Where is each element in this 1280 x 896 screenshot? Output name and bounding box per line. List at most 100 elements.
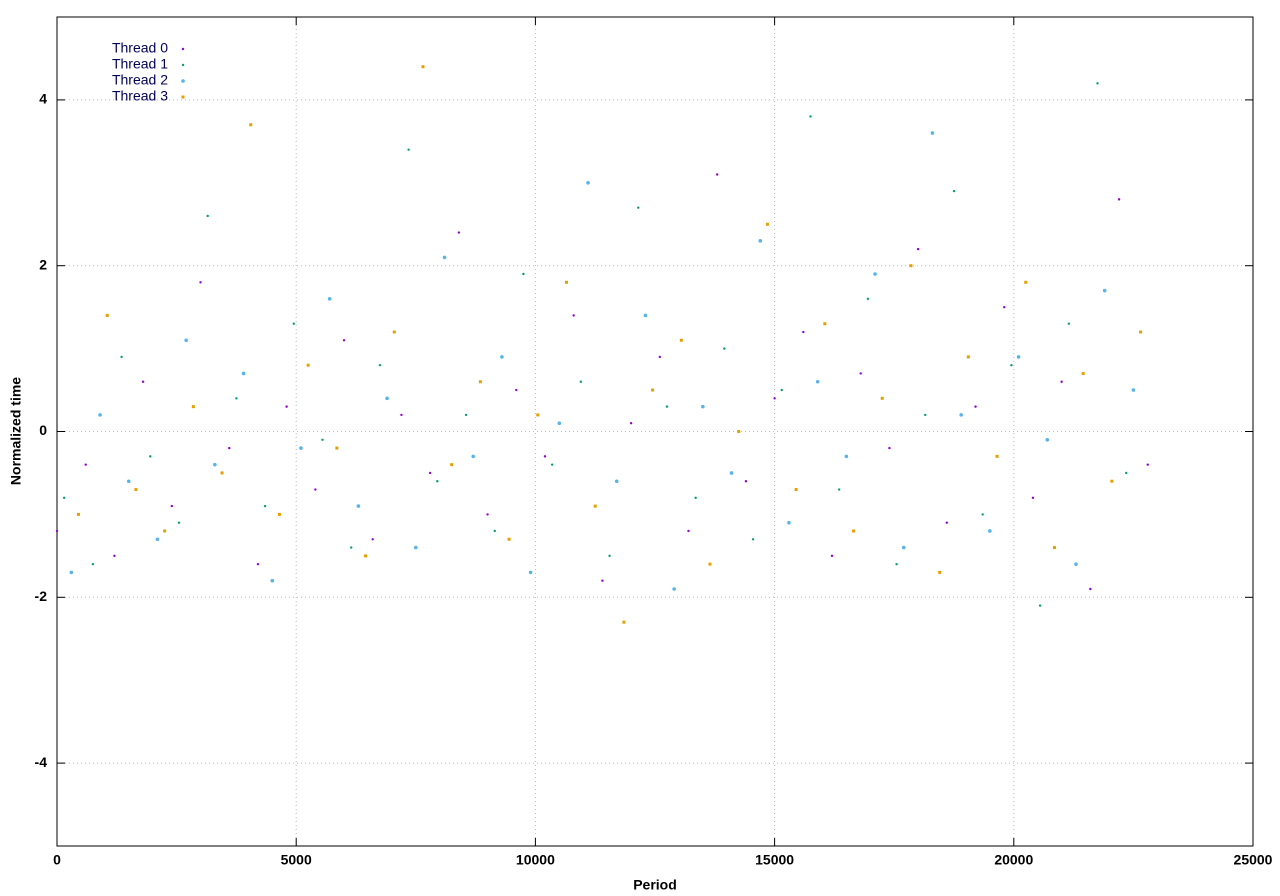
point — [191, 405, 195, 409]
point — [285, 405, 288, 408]
point — [241, 371, 246, 376]
point — [665, 405, 669, 408]
point — [744, 480, 748, 483]
x-tick-label: 20000 — [994, 852, 1033, 868]
legend-label: Thread 1 — [112, 56, 168, 72]
point — [55, 529, 59, 533]
point — [844, 454, 849, 459]
point — [464, 413, 468, 417]
point — [364, 554, 368, 558]
point — [564, 280, 568, 284]
point — [486, 513, 489, 516]
point — [895, 562, 898, 566]
point — [1117, 198, 1121, 201]
point — [593, 504, 597, 508]
point — [170, 504, 174, 508]
point — [888, 446, 891, 450]
point — [959, 413, 963, 417]
point — [249, 123, 253, 127]
point — [708, 562, 712, 566]
point — [442, 255, 447, 260]
point — [220, 471, 224, 475]
point — [945, 521, 949, 524]
point — [177, 521, 181, 524]
point — [500, 355, 504, 359]
point — [586, 181, 590, 185]
point — [1074, 562, 1078, 566]
point — [981, 513, 984, 516]
legend-label: Thread 2 — [112, 72, 168, 88]
point — [1146, 463, 1149, 466]
point — [436, 480, 439, 483]
point — [694, 496, 697, 500]
point — [823, 322, 827, 326]
point — [830, 554, 834, 558]
point — [471, 454, 476, 459]
point — [306, 363, 310, 367]
point — [270, 578, 275, 583]
point — [450, 463, 454, 467]
point — [1139, 330, 1143, 334]
point — [608, 554, 611, 558]
point — [342, 339, 346, 342]
point — [780, 388, 783, 392]
y-axis-label: Normalized time — [8, 377, 24, 485]
point — [866, 297, 870, 301]
point — [400, 413, 403, 417]
point — [126, 479, 131, 484]
point — [787, 520, 791, 525]
point — [966, 355, 970, 359]
point — [134, 488, 138, 492]
point — [163, 529, 167, 533]
point — [988, 529, 992, 533]
point — [658, 355, 661, 359]
point — [651, 388, 655, 392]
x-axis-label: Period — [633, 877, 677, 893]
point — [930, 131, 935, 135]
point — [809, 115, 812, 118]
point — [321, 438, 324, 441]
point — [1016, 355, 1021, 359]
point — [938, 570, 942, 574]
point — [952, 189, 956, 193]
point — [335, 446, 339, 450]
point — [199, 281, 202, 284]
point — [478, 380, 482, 384]
point — [515, 388, 518, 392]
point — [428, 471, 432, 475]
point — [184, 338, 188, 343]
legend-marker — [181, 95, 185, 99]
point — [256, 562, 260, 566]
point — [629, 422, 633, 425]
x-tick-label: 25000 — [1234, 852, 1273, 868]
y-tick-label: -4 — [35, 754, 48, 770]
point — [916, 247, 920, 251]
x-tick-label: 0 — [53, 852, 61, 868]
point — [909, 264, 913, 268]
legend-marker — [181, 47, 185, 51]
point — [277, 512, 281, 516]
point — [155, 537, 160, 542]
point — [1096, 82, 1099, 85]
point — [292, 322, 296, 325]
point — [924, 413, 927, 417]
point — [105, 313, 109, 317]
point — [572, 314, 575, 317]
point — [356, 504, 361, 508]
point — [378, 363, 382, 367]
point — [758, 239, 763, 243]
point — [1003, 305, 1006, 309]
point — [837, 488, 841, 491]
y-tick-label: 0 — [39, 422, 47, 438]
point — [91, 562, 95, 566]
point — [901, 545, 906, 550]
point — [679, 338, 683, 342]
point — [1125, 471, 1128, 475]
point — [414, 545, 418, 550]
y-tick-label: 2 — [39, 256, 47, 272]
point — [852, 529, 856, 533]
point — [407, 148, 410, 151]
point — [235, 397, 238, 400]
